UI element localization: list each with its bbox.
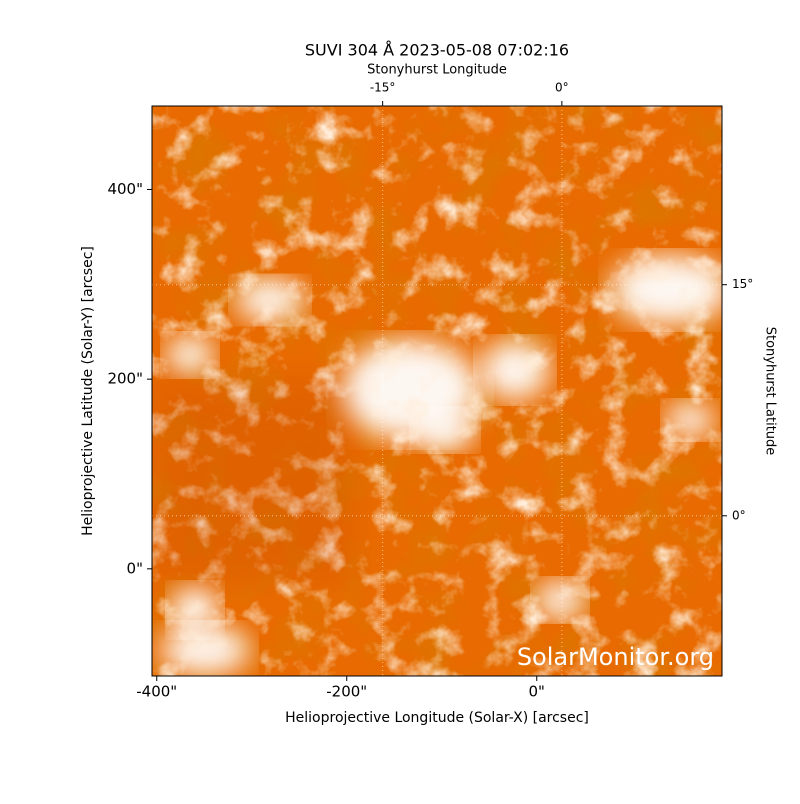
top-tick-label: 0° [555, 81, 569, 95]
y-tick-label: 200" [107, 370, 143, 388]
chart-title: SUVI 304 Å 2023-05-08 07:02:16 [305, 41, 569, 60]
right-tick-label: 0° [732, 508, 746, 522]
top-axis-label: Stonyhurst Longitude [367, 63, 507, 78]
x-tick-label: -200" [326, 683, 367, 701]
y-tick-label: 0" [127, 559, 143, 577]
x-tick-label: 0" [529, 683, 545, 701]
x-axis-label: Helioprojective Longitude (Solar-X) [arc… [285, 710, 589, 726]
top-tick-label: -15° [370, 81, 396, 95]
watermark: SolarMonitor.org [517, 643, 714, 671]
y-axis-label: Helioprojective Latitude (Solar-Y) [arcs… [80, 246, 96, 536]
solar-image: SolarMonitor.org [152, 106, 722, 676]
right-axis-label: Stonyhurst Latitude [763, 327, 778, 456]
x-tick-label: -400" [136, 683, 177, 701]
image-tint [152, 380, 352, 580]
right-tick-label: 15° [732, 277, 753, 291]
y-tick-label: 400" [107, 180, 143, 198]
plot-frame [151, 105, 723, 677]
